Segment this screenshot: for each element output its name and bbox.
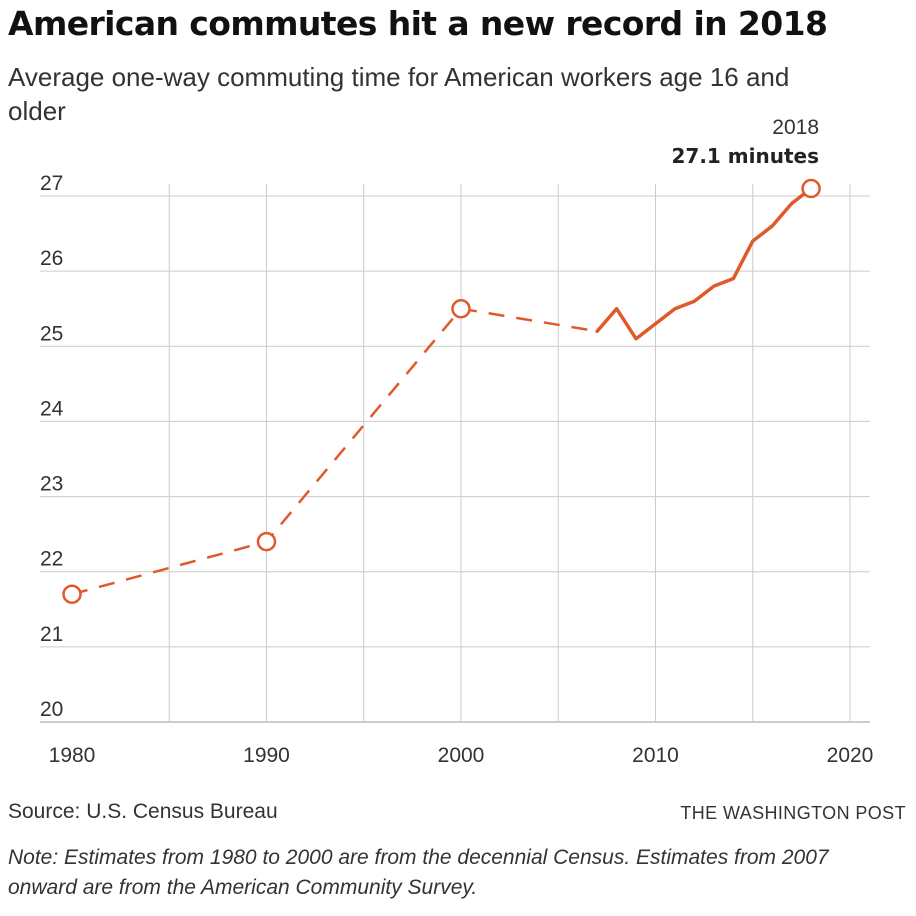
x-tick-label-1990: 1990	[243, 744, 290, 767]
x-tick-label-2020: 2020	[827, 744, 874, 767]
y-tick-label-21: 21	[40, 623, 63, 646]
y-tick-label-24: 24	[40, 397, 64, 420]
methodology-note: Note: Estimates from 1980 to 2000 are fr…	[8, 846, 829, 899]
axis-ticks: 20 21 22 23 24 25 26 27 1980 1990 2000 2010 2020	[40, 172, 873, 767]
y-tick-label-22: 22	[40, 548, 63, 571]
data-lines	[71, 186, 813, 596]
chart-subtitle: Average one-way commuting time for Ameri…	[8, 62, 790, 126]
series-line-3	[595, 186, 813, 341]
grid-lines	[40, 184, 870, 723]
data-point-2000	[451, 298, 471, 319]
data-point-1990	[256, 531, 277, 552]
annotation-value: 27.1 minutes	[671, 144, 819, 168]
x-tick-label-2010: 2010	[632, 744, 679, 767]
source-note: Source: U.S. Census Bureau	[8, 800, 278, 823]
data-point-2018	[801, 178, 821, 199]
data-markers	[62, 178, 821, 605]
x-tick-label-1980: 1980	[49, 744, 96, 767]
y-tick-label-20: 20	[40, 698, 63, 721]
y-tick-label-23: 23	[40, 473, 63, 496]
publisher-credit: THE WASHINGTON POST	[680, 803, 906, 823]
series-line-2	[460, 307, 598, 333]
y-tick-label-26: 26	[40, 247, 63, 270]
line-chart: 20 21 22 23 24 25 26 27 1980 1990 2000 2010 2020 201…	[40, 116, 873, 767]
annotation-year: 2018	[772, 116, 819, 139]
x-tick-label-2000: 2000	[438, 744, 485, 767]
y-tick-label-25: 25	[40, 322, 63, 345]
chart-title: American commutes hit a new record in 20…	[8, 4, 828, 43]
y-tick-label-27: 27	[40, 172, 63, 195]
data-point-1980	[62, 584, 82, 605]
